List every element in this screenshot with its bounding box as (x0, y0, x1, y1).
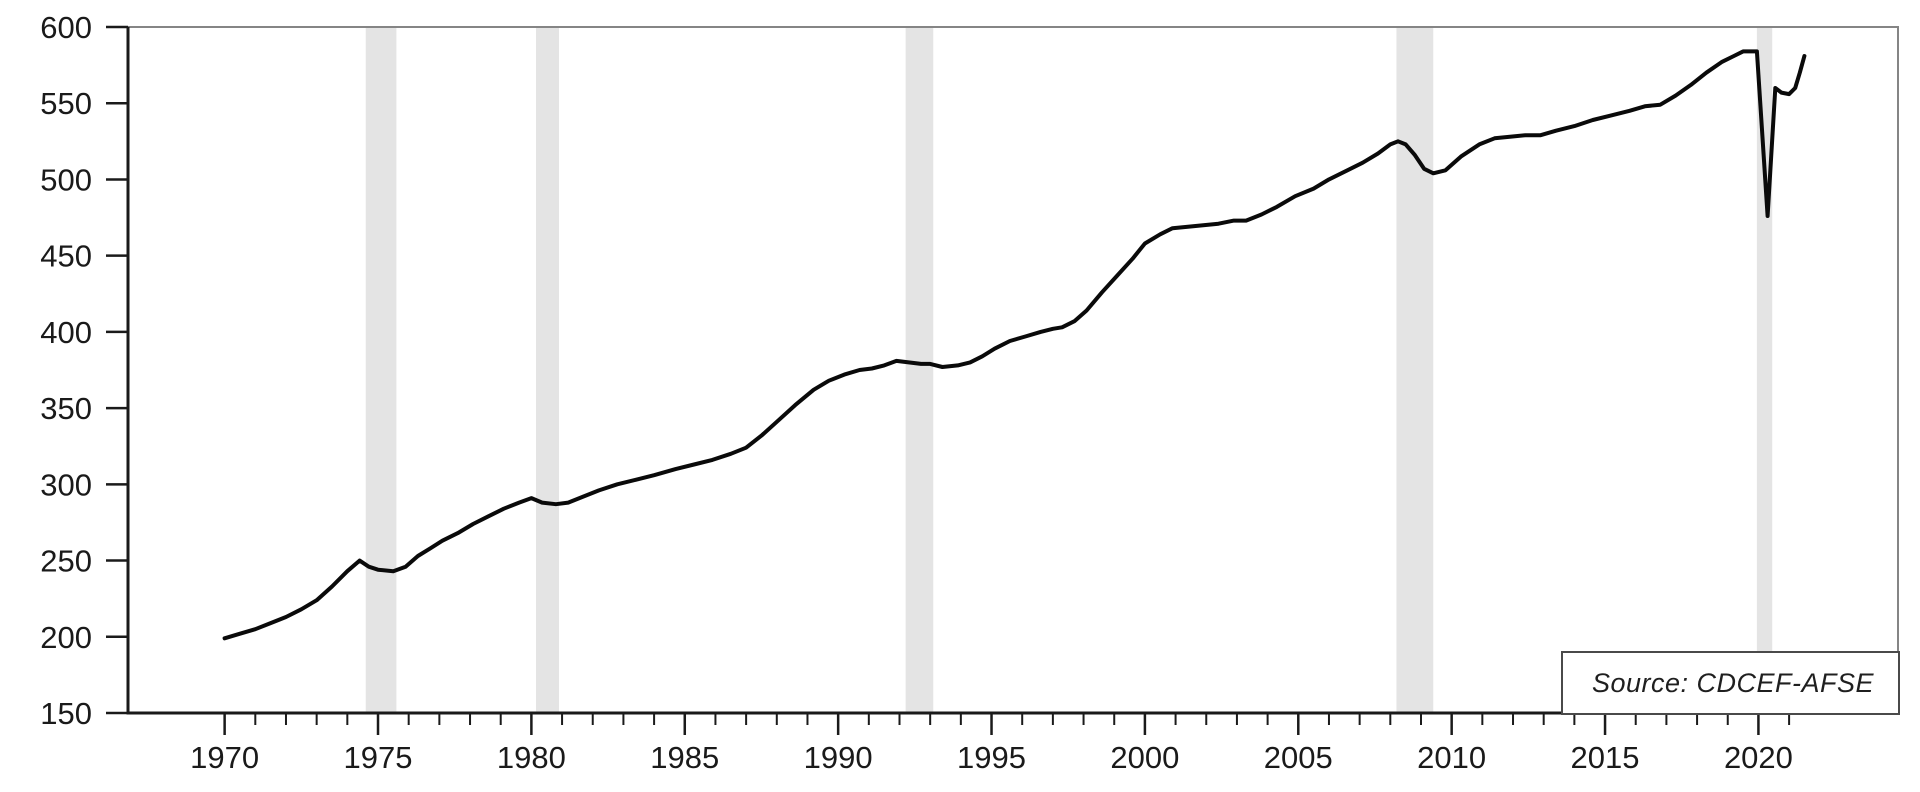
x-axis-tick-label: 1975 (344, 740, 413, 775)
x-axis-tick-label: 1995 (957, 740, 1026, 775)
x-axis-tick-label: 2000 (1110, 740, 1179, 775)
recession-band (1396, 27, 1434, 713)
recession-band (905, 27, 934, 713)
x-axis-tick-label: 1980 (497, 740, 566, 775)
recession-band (1756, 27, 1773, 713)
y-axis-tick-label: 550 (40, 86, 92, 121)
series-line (222, 49, 1807, 641)
y-axis-tick-label: 250 (40, 544, 92, 579)
y-axis-tick-label: 300 (40, 467, 92, 502)
y-axis-tick-label: 150 (40, 696, 92, 731)
y-axis-tick-label: 350 (40, 391, 92, 426)
recession-band (535, 27, 559, 713)
x-axis-tick-label: 1970 (190, 740, 259, 775)
x-axis-tick-label: 2020 (1724, 740, 1793, 775)
x-axis-tick-label: 2010 (1417, 740, 1486, 775)
x-axis-tick-label: 1990 (804, 740, 873, 775)
recession-band (365, 27, 397, 713)
plot-frame-top-right (128, 26, 1899, 713)
y-axis-tick-label: 500 (40, 162, 92, 197)
x-axis-tick-label: 1985 (650, 740, 719, 775)
y-axis-tick-label: 600 (40, 10, 92, 45)
x-axis-tick-label: 2015 (1571, 740, 1640, 775)
axis-left-bottom (126, 27, 1898, 715)
y-axis-tick-label: 450 (40, 239, 92, 274)
x-axis-tick-label: 2005 (1264, 740, 1333, 775)
y-axis-tick-label: 400 (40, 315, 92, 350)
y-axis-tick-label: 200 (40, 620, 92, 655)
source-label: Source: CDCEF-AFSE (1591, 667, 1874, 698)
source-box: Source: CDCEF-AFSE (1561, 651, 1900, 715)
